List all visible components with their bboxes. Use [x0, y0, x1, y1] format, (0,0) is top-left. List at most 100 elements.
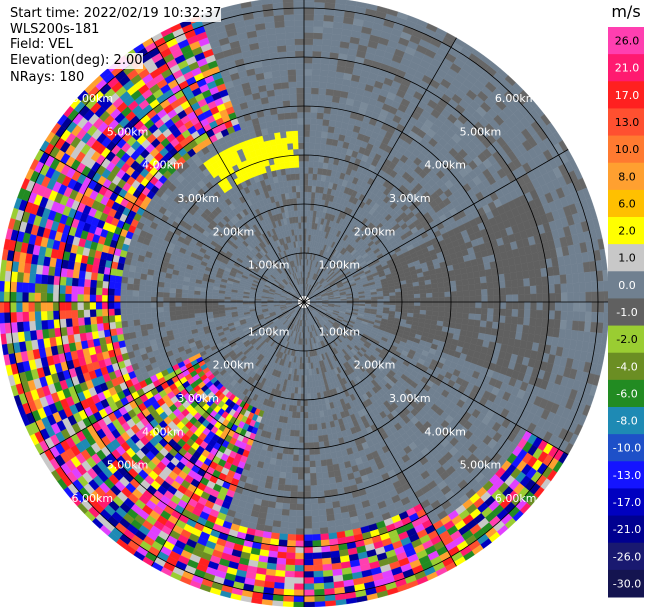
velocity-cell: [293, 595, 305, 603]
velocity-cell: [327, 470, 336, 479]
velocity-cell: [524, 293, 531, 303]
velocity-cell: [548, 293, 556, 303]
velocity-cell: [481, 308, 488, 315]
velocity-cell: [309, 124, 317, 132]
velocity-cell: [272, 470, 281, 479]
velocity-cell: [310, 105, 318, 113]
velocity-cell: [297, 387, 302, 394]
velocity-cell: [311, 75, 320, 83]
velocity-cell: [276, 557, 287, 565]
velocity-cell: [290, 485, 298, 492]
velocity-cell: [407, 305, 415, 310]
velocity-cell: [523, 317, 531, 326]
velocity-cell: [310, 112, 318, 119]
velocity-cell: [389, 298, 397, 303]
velocity-cell: [389, 292, 396, 297]
velocity-cell: [511, 301, 519, 310]
velocity-cell: [449, 280, 457, 287]
velocity-cell: [295, 522, 305, 529]
velocity-cell: [528, 269, 536, 279]
velocity-cell: [584, 281, 592, 293]
velocity-cell: [450, 296, 458, 303]
velocity-cell: [480, 282, 488, 290]
velocity-cell: [288, 521, 297, 529]
velocity-cell: [324, 0, 336, 4]
velocity-cell: [503, 322, 512, 332]
velocity-cell: [293, 442, 300, 450]
velocity-cell: [573, 301, 580, 312]
velocity-cell: [270, 532, 280, 540]
velocity-cell: [283, 582, 295, 590]
velocity-cell: [267, 556, 278, 565]
velocity-cell: [312, 423, 318, 431]
velocity-cell: [305, 356, 309, 364]
velocity-cell: [294, 552, 305, 560]
velocity-cell: [467, 319, 475, 327]
velocity-cell: [383, 292, 390, 297]
velocity-cell: [315, 466, 323, 474]
velocity-cell: [401, 290, 409, 296]
velocity-cell: [474, 289, 482, 297]
velocity-cell: [316, 118, 324, 126]
velocity-cell: [278, 539, 288, 547]
velocity-cell: [293, 583, 305, 591]
velocity-cell: [298, 442, 305, 450]
velocity-cell: [296, 405, 301, 413]
velocity-cell: [534, 268, 542, 278]
velocity-cell: [432, 306, 439, 312]
velocity-cell: [299, 412, 305, 419]
velocity-cell: [298, 454, 305, 462]
velocity-cell: [303, 69, 313, 76]
velocity-cell: [273, 508, 283, 516]
velocity-cell: [474, 283, 482, 291]
velocity-cell: [307, 197, 312, 205]
velocity-cell: [287, 534, 297, 541]
velocity-cell: [283, 484, 292, 492]
velocity-cell: [517, 278, 525, 288]
velocity-cell: [307, 179, 313, 187]
velocity-cell: [271, 476, 280, 485]
velocity-cell: [313, 582, 325, 590]
velocity-cell: [517, 286, 525, 295]
velocity-cell: [597, 301, 605, 313]
velocity-cell: [322, 563, 333, 572]
velocity-cell: [321, 557, 332, 565]
velocity-cell: [432, 297, 439, 303]
velocity-cell: [577, 272, 586, 283]
velocity-cell: [300, 387, 305, 395]
velocity-cell: [282, 496, 291, 504]
velocity-cell: [322, 119, 330, 127]
velocity-cell: [284, 570, 295, 578]
velocity-cell: [303, 142, 310, 150]
velocity-cell: [317, 429, 323, 437]
velocity-cell: [282, 595, 294, 603]
velocity-cell: [492, 281, 500, 289]
velocity-cell: [485, 321, 493, 329]
velocity-cell: [395, 301, 403, 306]
velocity-cell: [297, 467, 305, 474]
velocity-cell: [443, 286, 451, 293]
velocity-cell: [309, 472, 317, 480]
velocity-cell: [288, 509, 297, 517]
velocity-cell: [303, 418, 309, 425]
velocity-cell: [303, 1, 315, 9]
velocity-cell: [602, 322, 609, 335]
velocity-cell: [395, 305, 403, 309]
velocity-cell: [308, 154, 315, 162]
velocity-cell: [293, 448, 300, 456]
velocity-cell: [487, 295, 495, 303]
velocity-cell: [504, 315, 512, 324]
velocity-cell: [426, 297, 433, 303]
velocity-cell: [466, 272, 475, 280]
velocity-cell: [303, 216, 308, 223]
velocity-cell: [407, 294, 415, 299]
velocity-cell: [303, 454, 310, 462]
velocity-cell: [330, 556, 341, 565]
velocity-cell: [311, 81, 320, 89]
velocity-cell: [553, 319, 561, 330]
velocity-cell: [303, 583, 315, 591]
velocity-cell: [437, 311, 445, 317]
velocity-cell: [311, 534, 321, 541]
velocity-cell: [313, 435, 319, 443]
velocity-cell: [271, 526, 281, 534]
